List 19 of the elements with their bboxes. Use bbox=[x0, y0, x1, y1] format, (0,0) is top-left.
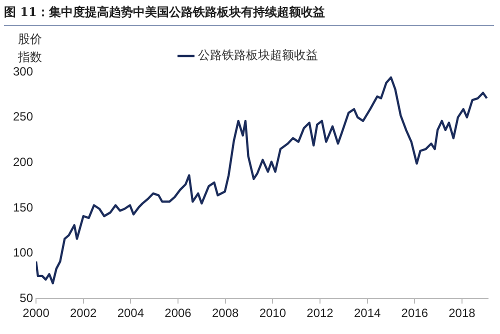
y-tick-label: 250 bbox=[12, 110, 34, 124]
x-tick-label: 2010 bbox=[259, 306, 286, 320]
x-tick-label: 2002 bbox=[70, 306, 98, 320]
x-tick-label: 2004 bbox=[117, 306, 144, 320]
legend-label: 公路铁路板块超额收益 bbox=[198, 48, 318, 62]
y-tick-label: 300 bbox=[12, 64, 34, 78]
x-tick-label: 2014 bbox=[354, 306, 381, 320]
y-axis-title: 股价指数 bbox=[18, 31, 43, 66]
x-tick-label: 2008 bbox=[212, 306, 239, 320]
x-tick-label: 2018 bbox=[448, 306, 476, 320]
y-tick-label: 50 bbox=[20, 290, 34, 305]
x-tick-label: 2000 bbox=[22, 306, 50, 320]
chart-title: 图 11：集中度提高趋势中美国公路铁路板块有持续超额收益 bbox=[4, 4, 494, 26]
y-tick-label: 200 bbox=[12, 154, 34, 169]
y-tick-label: 100 bbox=[12, 246, 34, 260]
y-tick-label: 150 bbox=[12, 200, 34, 214]
x-tick-label: 2006 bbox=[164, 306, 192, 320]
x-tick-label: 2012 bbox=[306, 306, 334, 320]
x-tick-label: 2016 bbox=[401, 306, 428, 320]
